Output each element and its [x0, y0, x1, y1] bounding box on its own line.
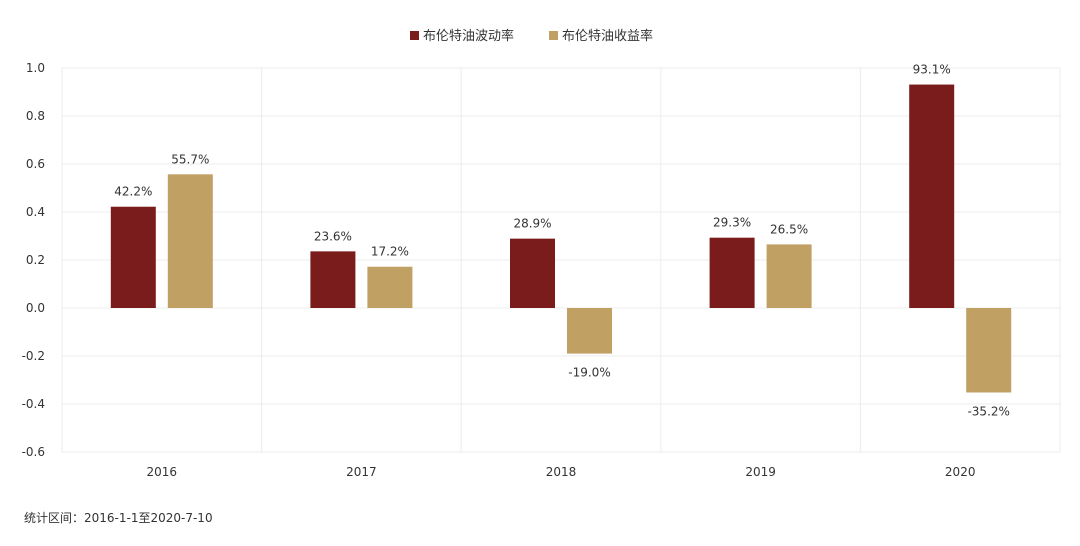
bar-2016-volatility[interactable] — [110, 206, 156, 308]
data-label: 17.2% — [371, 245, 409, 259]
data-label: 29.3% — [713, 216, 751, 230]
footnote: 统计区间：2016-1-1至2020-7-10 — [24, 511, 213, 525]
data-label: 28.9% — [513, 217, 551, 231]
legend[interactable]: 布伦特油波动率 布伦特油收益率 — [410, 28, 653, 44]
x-tick-label: 2019 — [745, 465, 776, 479]
bar-2018-volatility[interactable] — [510, 238, 555, 308]
data-label: 23.6% — [314, 229, 352, 243]
x-axis: 2016 2017 2018 2019 2020 — [147, 465, 976, 479]
data-label: 26.5% — [770, 222, 808, 236]
y-tick-label: -0.4 — [22, 397, 45, 411]
data-label: -35.2% — [967, 404, 1009, 418]
y-tick-label: 0.2 — [26, 253, 45, 267]
y-tick-label: 0.8 — [26, 109, 45, 123]
bar-2020-return[interactable] — [966, 308, 1012, 393]
bar-2020-volatility[interactable] — [909, 84, 955, 308]
data-label: 93.1% — [913, 63, 951, 77]
data-labels: 42.2% 55.7% 23.6% 17.2% 28.9% -19.0% 29.3% 26.5… — [114, 63, 1010, 419]
bar-2016-return[interactable] — [167, 174, 213, 308]
bar-2019-volatility[interactable] — [709, 237, 755, 308]
y-tick-label: -0.6 — [22, 445, 45, 459]
legend-label[interactable]: 布伦特油波动率 — [423, 28, 514, 44]
x-tick-label: 2017 — [346, 465, 377, 479]
legend-swatch — [410, 31, 419, 40]
bar-2019-return[interactable] — [766, 244, 812, 308]
legend-label[interactable]: 布伦特油收益率 — [562, 28, 653, 44]
bar-2017-return[interactable] — [367, 266, 413, 308]
y-tick-label: 0.6 — [26, 157, 45, 171]
bars — [110, 84, 1012, 393]
legend-swatch — [549, 31, 558, 40]
data-label: 55.7% — [171, 152, 209, 166]
data-label: 42.2% — [114, 185, 152, 199]
bar-2018-return[interactable] — [567, 308, 612, 354]
bar-2017-volatility[interactable] — [310, 251, 356, 308]
y-tick-label: 1.0 — [26, 61, 45, 75]
x-tick-label: 2016 — [147, 465, 178, 479]
y-tick-label: -0.2 — [22, 349, 45, 363]
y-tick-label: 0.0 — [26, 301, 45, 315]
x-tick-label: 2020 — [945, 465, 976, 479]
x-tick-label: 2018 — [546, 465, 577, 479]
data-label: -19.0% — [568, 366, 610, 380]
y-tick-label: 0.4 — [26, 205, 45, 219]
y-axis: 1.0 0.8 0.6 0.4 0.2 0.0 -0.2 -0.4 -0.6 — [22, 61, 45, 459]
grid-layer — [61, 67, 1061, 453]
